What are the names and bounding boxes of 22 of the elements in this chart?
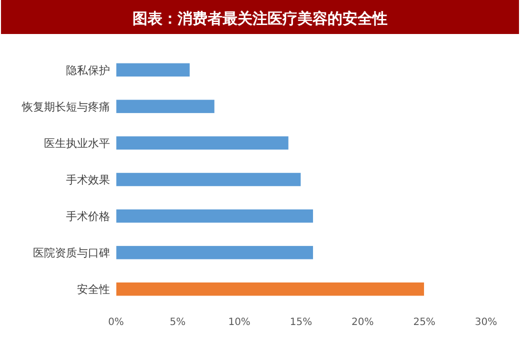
bar [116,62,190,78]
y-tick-label: 隐私保护 [66,64,110,77]
y-tick-label: 恢复期长短与疼痛 [21,100,110,114]
y-tick-label: 安全性 [77,282,110,296]
x-tick-label: 0% [108,317,124,328]
bar [116,245,314,260]
y-tick-label: 手术价格 [66,210,110,223]
bar [116,99,215,114]
x-tick-label: 15% [290,317,312,328]
bar [116,208,314,224]
x-tick-label: 10% [228,317,250,328]
x-tick-label: 20% [352,317,374,328]
bar [116,282,425,296]
chart-title: 图表：消费者最关注医疗美容的安全性 [132,9,388,28]
y-tick-label: 医生执业水平 [44,136,110,150]
x-tick-label: 5% [170,317,186,328]
y-tick-label: 手术效果 [66,173,110,186]
y-tick-label: 医院资质与口碑 [33,246,110,260]
x-tick-label: 30% [474,317,498,328]
bar [116,136,289,150]
bar [116,172,302,187]
x-tick-label: 25% [413,317,436,328]
